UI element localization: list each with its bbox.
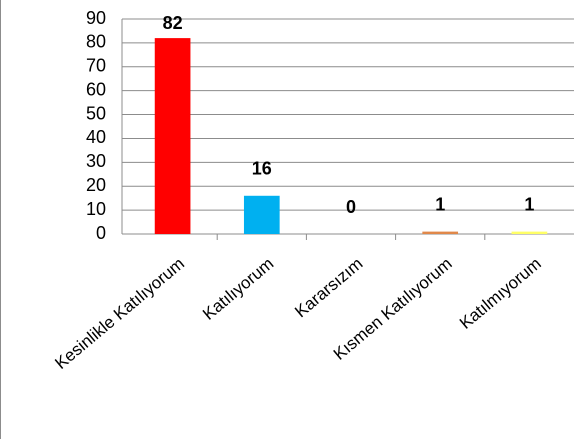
y-tick-label: 90 (86, 8, 106, 28)
x-tick-label: Katılmıyorum (456, 254, 545, 333)
y-tick-label: 40 (86, 127, 106, 147)
y-tick-label: 60 (86, 79, 106, 99)
x-tick-label: Katılıyorum (199, 254, 277, 324)
value-label: 16 (252, 159, 272, 179)
bar (243, 195, 280, 234)
bar (154, 38, 191, 234)
y-tick-label: 80 (86, 32, 106, 52)
x-tick-label: Kesinlikle Katılıyorum (51, 254, 188, 373)
y-tick-label: 30 (86, 151, 106, 171)
y-tick-label: 10 (86, 199, 106, 219)
y-tick-label: 50 (86, 103, 106, 123)
y-tick-label: 0 (96, 223, 106, 243)
bar (511, 231, 548, 234)
bar (422, 231, 459, 234)
value-label: 0 (346, 197, 356, 217)
value-label: 1 (435, 194, 445, 214)
value-label: 82 (163, 13, 183, 33)
y-tick-label: 70 (86, 56, 106, 76)
x-tick-label: Kararsızım (291, 254, 366, 321)
y-tick-label: 20 (86, 175, 106, 195)
value-label: 1 (524, 194, 534, 214)
